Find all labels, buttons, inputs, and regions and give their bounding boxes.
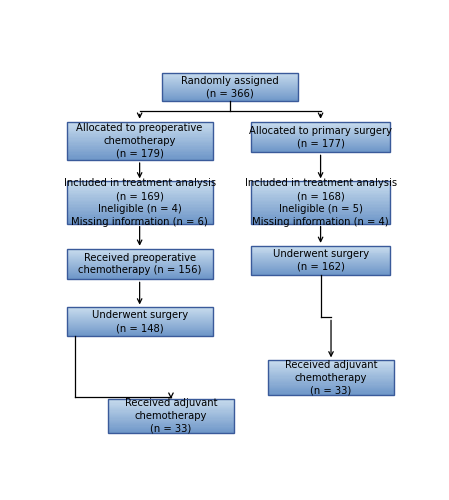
Text: Underwent surgery
(n = 162): Underwent surgery (n = 162) (273, 249, 369, 272)
Bar (269, 382, 394, 384)
Bar (66, 137, 213, 138)
Bar (162, 88, 298, 89)
Bar (269, 376, 394, 378)
Bar (162, 89, 298, 90)
Bar (251, 218, 390, 220)
Bar (251, 145, 390, 146)
Bar (66, 123, 213, 124)
Bar (66, 215, 213, 216)
Bar (66, 196, 213, 197)
Bar (66, 186, 213, 187)
Bar (108, 431, 233, 432)
Bar (251, 261, 390, 262)
Bar (162, 72, 298, 102)
Bar (251, 124, 390, 126)
Bar (66, 151, 213, 152)
Bar (66, 136, 213, 137)
Bar (269, 387, 394, 388)
Bar (66, 182, 213, 184)
Bar (66, 330, 213, 332)
Bar (251, 269, 390, 270)
Text: Allocated to preoperative
chemotherapy
(n = 179): Allocated to preoperative chemotherapy (… (76, 123, 203, 158)
Bar (108, 408, 233, 409)
Bar (66, 314, 213, 315)
Bar (269, 360, 394, 362)
Bar (162, 80, 298, 81)
Bar (66, 158, 213, 159)
Bar (66, 130, 213, 132)
Bar (66, 311, 213, 312)
Bar (162, 98, 298, 100)
Bar (66, 221, 213, 222)
Text: Included in treatment analysis
(n = 169)
Ineligible (n = 4)
Missing information : Included in treatment analysis (n = 169)… (64, 178, 216, 226)
Bar (251, 248, 390, 250)
Bar (66, 261, 213, 262)
Bar (251, 142, 390, 143)
Bar (251, 260, 390, 261)
Bar (66, 126, 213, 128)
Bar (251, 204, 390, 206)
Bar (162, 74, 298, 76)
Bar (108, 428, 233, 429)
Bar (269, 360, 394, 395)
Bar (66, 318, 213, 319)
Bar (66, 312, 213, 313)
Bar (108, 426, 233, 428)
Bar (269, 368, 394, 370)
Bar (251, 272, 390, 274)
Bar (251, 246, 390, 274)
Bar (162, 92, 298, 94)
Bar (66, 191, 213, 192)
Bar (66, 316, 213, 317)
Bar (66, 152, 213, 154)
Bar (269, 389, 394, 390)
Bar (162, 94, 298, 96)
Bar (269, 394, 394, 395)
Bar (251, 122, 390, 124)
Bar (66, 310, 213, 311)
Bar (251, 128, 390, 129)
Bar (251, 146, 390, 148)
Bar (66, 313, 213, 314)
Bar (66, 206, 213, 208)
Bar (251, 136, 390, 137)
Bar (66, 274, 213, 276)
Bar (66, 323, 213, 324)
Bar (269, 372, 394, 373)
Bar (66, 200, 213, 201)
Bar (108, 412, 233, 414)
Bar (251, 210, 390, 211)
Bar (269, 373, 394, 374)
Bar (251, 271, 390, 272)
Bar (269, 379, 394, 380)
Bar (66, 188, 213, 190)
Bar (66, 252, 213, 253)
Bar (162, 83, 298, 84)
Bar (66, 202, 213, 204)
Bar (251, 194, 390, 196)
Bar (251, 182, 390, 224)
Bar (251, 258, 390, 259)
Bar (66, 144, 213, 146)
Bar (66, 317, 213, 318)
Bar (251, 122, 390, 152)
Bar (66, 208, 213, 210)
Bar (66, 142, 213, 144)
Bar (251, 256, 390, 258)
Bar (66, 324, 213, 326)
Bar (66, 258, 213, 259)
Bar (66, 322, 213, 323)
Bar (269, 365, 394, 366)
Bar (162, 86, 298, 87)
Bar (251, 131, 390, 132)
Bar (251, 212, 390, 214)
Bar (66, 256, 213, 257)
Text: Allocated to primary surgery
(n = 177): Allocated to primary surgery (n = 177) (249, 126, 392, 148)
Bar (251, 190, 390, 191)
Bar (269, 362, 394, 364)
Text: Randomly assigned
(n = 366): Randomly assigned (n = 366) (181, 76, 279, 98)
Bar (66, 122, 213, 160)
Bar (66, 271, 213, 272)
Bar (269, 364, 394, 365)
Bar (66, 265, 213, 266)
